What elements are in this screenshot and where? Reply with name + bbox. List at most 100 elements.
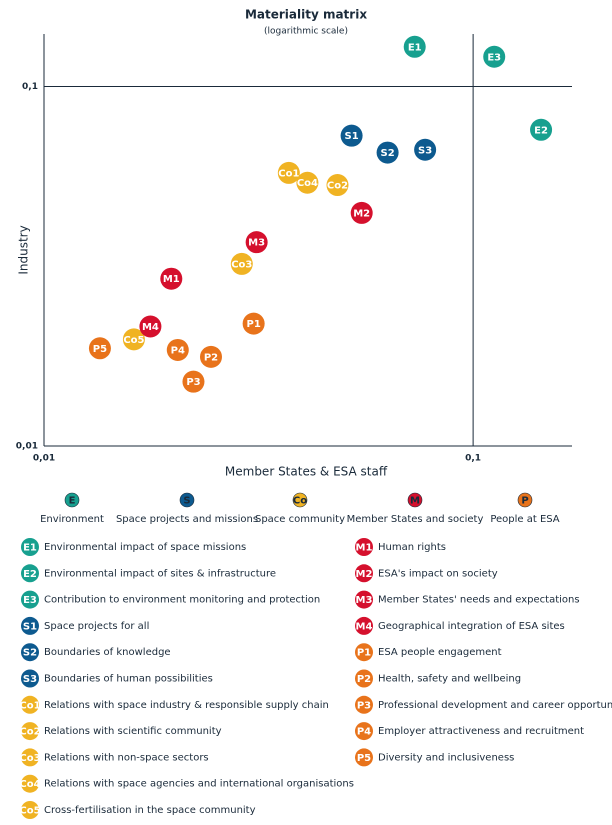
topic-label: ESA's impact on society: [378, 568, 498, 579]
chart-subtitle: (logarithmic scale): [264, 27, 348, 37]
topic-code: Co5: [19, 806, 40, 817]
topic-badge: [21, 669, 39, 688]
topic-badge: [355, 616, 373, 635]
point: [199, 345, 222, 368]
legend-label: People at ESA: [490, 514, 559, 525]
chart-title: Materiality matrix: [245, 8, 367, 22]
topic-label: Cross-fertilisation in the space communi…: [44, 805, 256, 816]
x-axis-label: Member States & ESA staff: [225, 465, 388, 479]
legend-label: Member States and society: [347, 514, 484, 525]
topic-code: E1: [23, 543, 37, 554]
point-label: Co3: [231, 259, 252, 270]
point: [160, 267, 183, 290]
topic-badge: [355, 538, 373, 556]
topic-label: Contribution to environment monitoring a…: [44, 595, 320, 606]
topic-badge: [355, 722, 373, 741]
topic-badge: [355, 695, 373, 714]
topic-label: Employer attractiveness and recruitment: [378, 726, 584, 737]
topic-label: Health, safety and wellbeing: [378, 674, 521, 685]
topic-badge: [21, 695, 39, 714]
point-label: Co4: [297, 178, 318, 189]
topic-label: Geographical integration of ESA sites: [378, 621, 565, 632]
topic-code: S2: [23, 648, 37, 659]
point-label: M2: [353, 208, 370, 219]
topic-label: Relations with non-space sectors: [44, 752, 209, 763]
point: [230, 252, 253, 275]
topic-code: S1: [23, 621, 37, 632]
point: [340, 124, 363, 147]
point-label: M1: [163, 274, 180, 285]
point: [530, 118, 553, 141]
point-label: E2: [534, 125, 548, 136]
point: [296, 171, 319, 194]
point: [182, 370, 205, 393]
topic-label: Professional development and career oppo…: [378, 700, 612, 711]
point-label: Co1: [278, 168, 299, 179]
legend-label: Space community: [255, 514, 345, 525]
topic-label: ESA people engagement: [378, 647, 502, 658]
topic-code: P1: [357, 648, 371, 659]
point-label: P2: [204, 352, 218, 363]
y-axis-label: Industry: [17, 225, 31, 274]
point: [350, 201, 373, 224]
topic-code: Co3: [19, 753, 40, 764]
point-label: S2: [381, 148, 395, 159]
topic-code: M2: [356, 569, 373, 580]
legend-swatch: [179, 492, 195, 508]
topic-label: Environmental impact of space missions: [44, 542, 246, 553]
point-label: S3: [418, 145, 432, 156]
topic-label: Environmental impact of sites & infrastr…: [44, 568, 276, 579]
point: [277, 161, 300, 184]
point: [122, 328, 145, 351]
topic-badge: [21, 774, 39, 793]
topic-badge: [355, 590, 373, 609]
topic-label: Relations with space industry & responsi…: [44, 700, 329, 711]
legend-code: E: [69, 496, 76, 507]
topic-badge: [21, 590, 39, 609]
x-tick-label: 0,01: [33, 454, 55, 464]
topic-code: M4: [356, 621, 373, 632]
point: [139, 315, 162, 338]
legend-label: Space projects and missions: [116, 514, 258, 525]
topic-badge: [21, 564, 39, 583]
legend-code: P: [521, 496, 528, 507]
point-label: S1: [345, 131, 359, 142]
topic-badge: [21, 616, 39, 635]
topic-badge: [21, 643, 39, 662]
point-label: E3: [487, 52, 501, 63]
topic-label: Relations with scientific community: [44, 726, 222, 737]
point-label: P3: [186, 377, 200, 388]
topic-code: E2: [23, 569, 37, 580]
topic-code: E3: [23, 595, 37, 606]
legend-label: Environment: [40, 514, 104, 525]
point-label: Co5: [123, 335, 144, 346]
topic-code: M3: [356, 595, 373, 606]
point: [88, 337, 111, 360]
topic-label: Relations with space agencies and intern…: [44, 779, 354, 790]
legend-swatch: [292, 492, 308, 508]
topic-code: Co1: [19, 700, 40, 711]
point-label: Co2: [327, 181, 348, 192]
topic-code: P4: [357, 727, 371, 738]
legend-code: Co: [293, 496, 307, 507]
point-label: M4: [142, 322, 159, 333]
topic-code: S3: [23, 674, 37, 685]
topic-code: M1: [356, 543, 373, 554]
point-label: P4: [171, 345, 185, 356]
topic-badge: [21, 722, 39, 741]
point-label: E1: [408, 42, 422, 53]
topic-badge: [355, 669, 373, 688]
point: [245, 231, 268, 254]
topic-code: Co4: [19, 779, 40, 790]
legend-swatch: [517, 492, 533, 508]
point: [242, 312, 265, 335]
legend-code: M: [410, 496, 420, 507]
x-tick-label: 0,1: [465, 454, 481, 464]
topic-label: Diversity and inclusiveness: [378, 752, 514, 763]
topic-code: P3: [357, 700, 371, 711]
topic-code: P5: [357, 753, 371, 764]
point: [483, 45, 506, 68]
topic-badge: [355, 748, 373, 767]
topic-badge: [21, 801, 39, 819]
topic-badge: [355, 643, 373, 662]
